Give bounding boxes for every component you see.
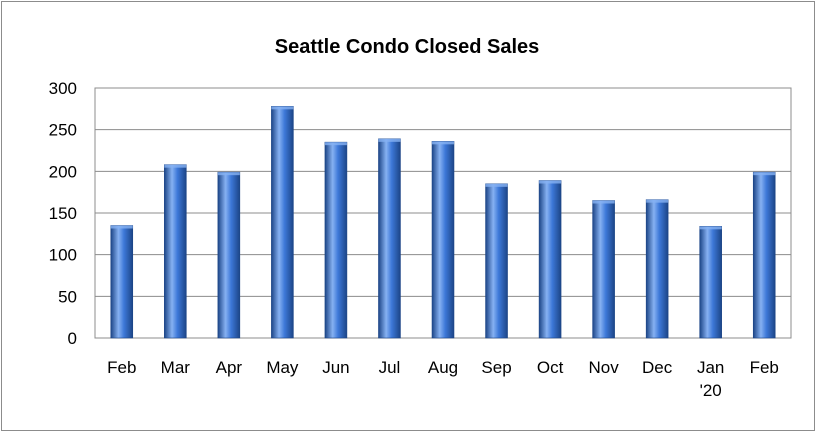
x-tick-label-11: Jan '20 (697, 358, 724, 400)
x-tick-label-line: Nov (588, 358, 619, 377)
y-tick-label-0: 0 (68, 329, 77, 348)
bar-cap-0 (110, 225, 133, 229)
y-tick-label-200: 200 (49, 162, 77, 181)
bar-6 (431, 141, 455, 339)
y-tick-label-250: 250 (49, 121, 77, 140)
x-tick-label-line: '20 (700, 381, 722, 400)
bar-10 (645, 199, 669, 339)
bar-cap-5 (378, 138, 401, 142)
x-axis-tick-labels: Feb Mar Apr May Jun Jul Aug Sep Oct Nov Dec Jan '20 F… (107, 358, 779, 400)
bar-cap-3 (271, 106, 294, 110)
bar-cap-9 (592, 200, 615, 204)
bar-2 (217, 171, 241, 339)
x-tick-label-10: Dec (642, 358, 673, 377)
bar-cap-11 (699, 226, 722, 230)
bar-cap-2 (217, 172, 240, 176)
bars (110, 106, 776, 339)
x-tick-label-5: Jul (379, 358, 401, 377)
x-tick-label-9: Nov (588, 358, 619, 377)
bar-cap-4 (324, 142, 347, 146)
y-axis-tick-labels: 0 50 100 150 200 250 300 (49, 79, 77, 348)
bar-cap-12 (753, 172, 776, 176)
bar-4 (324, 141, 348, 339)
x-tick-label-line: May (266, 358, 299, 377)
x-tick-label-line: Apr (216, 358, 243, 377)
x-tick-label-2: Apr (216, 358, 243, 377)
x-tick-label-12: Feb (750, 358, 779, 377)
x-tick-label-line: Mar (161, 358, 191, 377)
x-tick-label-7: Sep (481, 358, 511, 377)
bar-cap-7 (485, 183, 508, 187)
bar-8 (538, 180, 562, 339)
x-tick-label-line: Jan (697, 358, 724, 377)
x-tick-label-1: Mar (161, 358, 191, 377)
y-tick-label-150: 150 (49, 204, 77, 223)
chart-title: Seattle Condo Closed Sales (275, 36, 540, 58)
bar-9 (592, 200, 615, 339)
x-tick-label-4: Jun (322, 358, 349, 377)
bar-1 (164, 164, 187, 339)
bar-cap-10 (646, 199, 669, 203)
x-tick-label-line: Feb (750, 358, 779, 377)
x-tick-label-line: Dec (642, 358, 673, 377)
y-tick-label-100: 100 (49, 246, 77, 265)
bar-cap-6 (432, 141, 454, 145)
bar-11 (699, 226, 722, 339)
bar-7 (485, 183, 508, 339)
bar-0 (110, 225, 134, 339)
x-tick-label-8: Oct (537, 358, 564, 377)
y-tick-label-50: 50 (58, 287, 77, 306)
x-tick-label-line: Feb (107, 358, 136, 377)
bar-12 (752, 171, 776, 339)
bar-3 (271, 106, 294, 339)
bar-5 (378, 138, 401, 339)
x-tick-label-6: Aug (428, 358, 458, 377)
x-tick-label-line: Aug (428, 358, 458, 377)
bar-cap-1 (164, 164, 187, 168)
x-tick-label-line: Oct (537, 358, 564, 377)
x-tick-label-0: Feb (107, 358, 136, 377)
y-tick-label-300: 300 (49, 79, 77, 98)
x-tick-label-3: May (266, 358, 299, 377)
x-tick-label-line: Jun (322, 358, 349, 377)
x-tick-label-line: Jul (379, 358, 401, 377)
x-tick-label-line: Sep (481, 358, 511, 377)
bar-cap-8 (539, 180, 562, 184)
